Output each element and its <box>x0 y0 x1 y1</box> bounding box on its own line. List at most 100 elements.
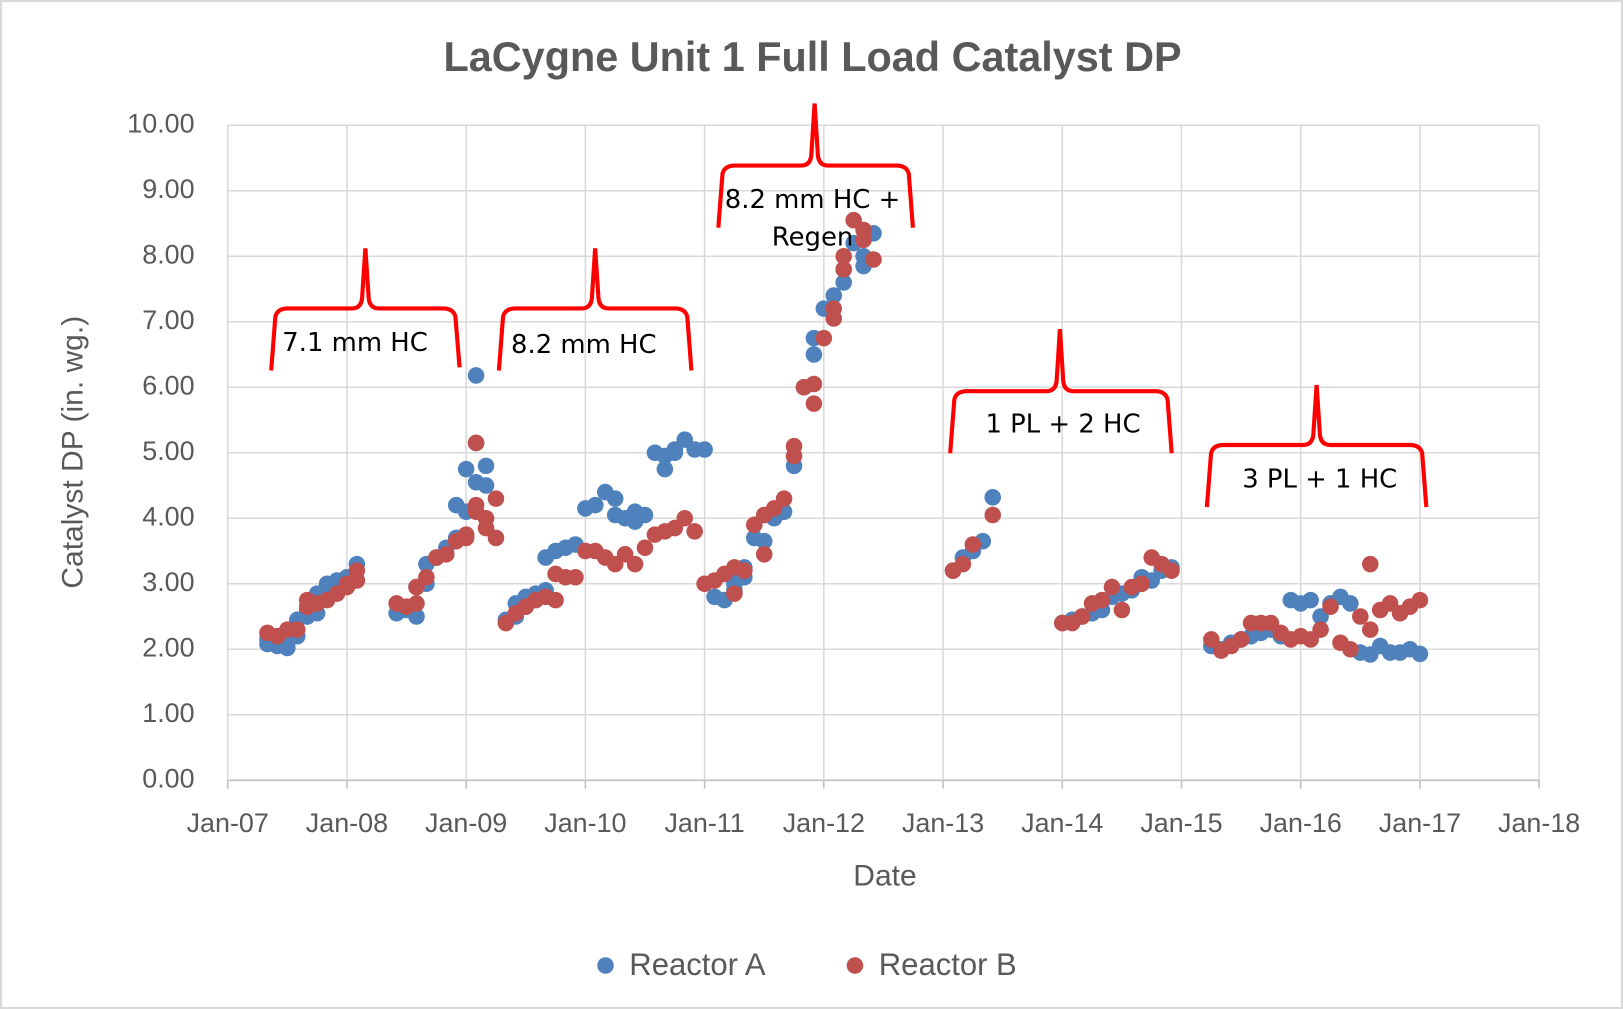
point <box>467 367 485 384</box>
x-tick-label: Jan-16 <box>1260 808 1342 838</box>
point <box>865 251 882 268</box>
point <box>626 555 644 573</box>
annotation-box: 1 PL + 2 HC <box>985 408 1141 439</box>
x-tick-label: Jan-18 <box>1498 808 1580 838</box>
point <box>547 591 564 609</box>
point <box>785 447 803 465</box>
x-tick-label: Jan-11 <box>664 808 744 838</box>
annotation: 3 PL + 1 HC <box>1242 463 1398 494</box>
point <box>676 509 694 527</box>
point <box>825 287 843 304</box>
point <box>457 460 475 478</box>
x-tick-label: Jan-07 <box>187 808 269 838</box>
x-tick-label: Jan-17 <box>1379 808 1461 838</box>
x-tick-label: Jan-14 <box>1021 808 1103 838</box>
point <box>636 506 654 524</box>
point <box>567 568 584 586</box>
point <box>1312 621 1329 638</box>
y-tick-label: 2.00 <box>142 632 194 662</box>
point <box>1302 591 1319 609</box>
x-tick-label: Jan-08 <box>306 808 388 838</box>
point <box>984 506 1002 524</box>
point <box>736 562 753 579</box>
y-tick-label: 3.00 <box>142 567 194 597</box>
point <box>855 221 872 239</box>
point <box>805 346 823 363</box>
point <box>467 434 485 452</box>
point <box>1411 591 1429 609</box>
x-tick-label: Jan-15 <box>1140 808 1222 838</box>
point <box>1093 591 1111 609</box>
annotation-box: 7.1 mm HC <box>282 327 428 358</box>
point <box>1232 631 1250 648</box>
annotation-box: 8.2 mm HC + Regen <box>724 184 901 252</box>
brackets <box>269 103 1429 508</box>
y-tick-label: 8.00 <box>142 239 194 269</box>
point <box>418 568 435 586</box>
point <box>1342 640 1359 658</box>
bracket <box>948 328 1174 454</box>
point <box>686 523 703 540</box>
point <box>1133 575 1151 593</box>
y-tick-label: 4.00 <box>142 501 194 531</box>
point <box>1361 621 1379 638</box>
point <box>477 457 495 475</box>
point <box>815 329 833 347</box>
y-tick-label: 9.00 <box>142 174 194 204</box>
point <box>726 585 743 602</box>
annotation-box: 3 PL + 1 HC <box>1242 463 1398 494</box>
x-tick-label: Jan-13 <box>902 808 984 838</box>
legend-label: Reactor A <box>629 947 766 982</box>
legend-label: Reactor B <box>879 947 1017 982</box>
point <box>438 546 455 563</box>
grid: 0.00 1.00 2.00 3.00 4.00 5.00 6.00 7.00 8.00 9.00… <box>127 108 1580 838</box>
annotation: 8.2 mm HC <box>511 329 657 360</box>
y-tick-label: 5.00 <box>142 436 194 466</box>
legend-marker <box>597 957 614 974</box>
point <box>1352 608 1369 625</box>
point <box>805 395 823 412</box>
chart-title: LaCygne Unit 1 Full Load Catalyst DP <box>444 34 1182 80</box>
bracket <box>1204 384 1429 508</box>
y-tick-label: 1.00 <box>142 698 194 728</box>
point <box>288 621 306 638</box>
bracket <box>716 103 916 228</box>
point <box>348 562 366 579</box>
point <box>1361 555 1379 573</box>
annotation: 1 PL + 2 HC <box>985 408 1141 439</box>
point <box>835 274 852 291</box>
bracket <box>496 248 694 371</box>
point <box>835 261 852 278</box>
legend-marker <box>846 957 864 974</box>
point <box>954 555 972 573</box>
point <box>775 490 793 507</box>
bracket <box>269 248 462 371</box>
point <box>587 496 604 514</box>
x-tick-label: Jan-10 <box>544 808 626 838</box>
point <box>656 460 674 478</box>
annotation: 7.1 mm HC <box>282 327 428 358</box>
point <box>477 477 495 494</box>
point <box>755 532 773 550</box>
x-tick-label: Jan-09 <box>425 808 507 838</box>
point <box>457 529 475 547</box>
point <box>408 595 425 612</box>
point <box>477 509 495 527</box>
point <box>755 546 773 563</box>
x-tick-label: Jan-12 <box>783 808 865 838</box>
point <box>487 529 505 547</box>
point <box>1203 631 1220 648</box>
point <box>636 539 654 557</box>
annotation: 8.2 mm HC + Regen <box>724 184 901 252</box>
series <box>259 211 1429 659</box>
y-axis-label: Catalyst DP (in. wg.) <box>56 316 89 589</box>
y-tick-label: 0.00 <box>142 763 194 793</box>
point <box>696 441 713 458</box>
x-axis-label: Date <box>853 859 916 892</box>
point <box>984 489 1002 506</box>
point <box>1411 645 1429 663</box>
point <box>1163 562 1180 579</box>
